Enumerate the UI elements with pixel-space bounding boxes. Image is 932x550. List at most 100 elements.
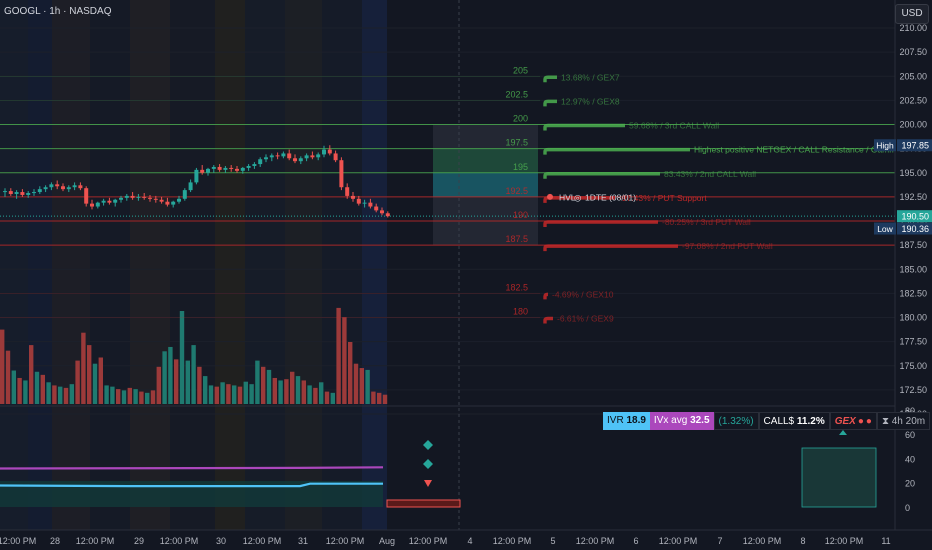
put-signal-box (386, 499, 461, 508)
candle-body-12 (72, 185, 77, 188)
candle-body-39 (229, 167, 234, 169)
volume-bar-13 (75, 360, 80, 404)
time-tick-label-19: 8 (800, 536, 805, 546)
title-separator-2: · (63, 6, 67, 17)
indicator-tick-label-3: 20 (905, 479, 915, 489)
gex-dot-icon-2: ● (865, 416, 872, 427)
gex-level-text-6: -80.25% / 3rd PUT Wall (662, 217, 751, 227)
indicator-tick-label-4: 0 (905, 503, 910, 513)
session-band-1 (28, 0, 52, 530)
volume-bar-52 (301, 380, 306, 404)
gex-strike-label-3: 197.5 (505, 138, 528, 148)
candle-body-11 (66, 187, 71, 190)
gex-bar-0 (543, 75, 557, 83)
time-tick-label-13: 5 (550, 536, 555, 546)
volume-bar-47 (272, 377, 277, 404)
time-tick-label-11: 4 (467, 536, 472, 546)
candle-body-28 (165, 201, 170, 205)
volume-bar-51 (295, 376, 301, 404)
volume-bar-23 (133, 389, 138, 404)
candle-body-0 (3, 191, 7, 193)
candle-body-43 (252, 164, 257, 166)
volume-bar-22 (127, 387, 132, 404)
volume-bar-15 (87, 345, 92, 404)
candle-body-29 (171, 201, 176, 205)
volume-bar-27 (156, 366, 161, 404)
title-separator: · (43, 6, 47, 17)
candle-body-30 (177, 198, 181, 202)
gex-strike-label-9: 180 (513, 307, 528, 317)
indicator-tick-label-0: 80 (905, 406, 915, 416)
session-band-4 (130, 0, 170, 530)
volume-bar-65 (377, 392, 382, 404)
volume-bar-28 (162, 351, 167, 404)
hvl-dot-icon (547, 193, 553, 200)
candle-body-38 (223, 167, 228, 170)
volume-bar-10 (58, 386, 63, 404)
volume-bar-26 (150, 390, 156, 404)
candle-body-36 (211, 166, 216, 169)
volume-bar-63 (365, 369, 370, 404)
volume-bar-48 (278, 380, 283, 404)
price-tick-label-4: 200.00 (899, 120, 927, 130)
candle-body-19 (113, 199, 118, 203)
gex-strike-label-7: 187.5 (505, 234, 528, 244)
candle-body-63 (368, 202, 373, 207)
gex-strike-label-5: 192.5 (505, 186, 528, 196)
session-band-2 (52, 0, 90, 530)
gex-level-text-1: 12.97% / GEX8 (561, 96, 620, 106)
gex-bar-2 (543, 123, 625, 131)
timer-badge: ⧗ 4h 20m (876, 412, 931, 430)
session-band-6 (215, 0, 245, 530)
candle-body-4 (26, 193, 31, 195)
candle-body-15 (90, 203, 94, 207)
price-tick-label-14: 175.00 (899, 361, 927, 371)
volume-bar-4 (23, 380, 28, 404)
volume-bar-64 (371, 391, 376, 404)
volume-bar-36 (208, 385, 214, 404)
time-tick-label-18: 12:00 PM (743, 536, 782, 546)
volume-bar-46 (266, 369, 272, 404)
volume-bar-31 (179, 311, 185, 404)
up-triangle-icon (839, 430, 847, 435)
currency-button[interactable]: USD (895, 4, 929, 24)
candle-body-53 (310, 155, 315, 158)
session-band-0 (0, 0, 28, 530)
gex-label: GEX (834, 416, 856, 427)
gex-bar-1 (543, 99, 557, 107)
volume-bar-34 (197, 366, 202, 404)
gex-bar-4 (543, 172, 660, 179)
gex-bar-7 (543, 244, 678, 252)
candle-body-42 (246, 165, 251, 168)
candle-body-25 (148, 197, 152, 199)
candle-body-54 (316, 154, 321, 158)
volume-bar-45 (261, 366, 266, 404)
volume-bar-20 (116, 389, 121, 404)
candle-body-64 (374, 206, 379, 211)
candle-body-13 (78, 185, 83, 189)
candle-body-7 (43, 187, 48, 190)
gex-strike-label-6: 190 (513, 210, 528, 220)
gex-level-text-9: -6.61% / GEX9 (557, 314, 614, 324)
candle-body-5 (32, 192, 36, 194)
candle-body-8 (49, 184, 54, 188)
candle-body-48 (281, 153, 286, 157)
volume-bar-19 (110, 386, 115, 404)
gex-level-text-5: -97.43% / PUT Support (619, 193, 707, 203)
volume-bar-66 (382, 394, 388, 404)
symbol-label: GOOGL (4, 6, 41, 17)
volume-bar-33 (191, 345, 196, 404)
time-tick-label-5: 30 (216, 536, 226, 546)
candle-body-47 (275, 155, 280, 157)
volume-bar-11 (63, 387, 69, 404)
candle-body-22 (130, 195, 135, 198)
ivx-value: 32.5 (690, 415, 710, 426)
session-band-9 (322, 0, 362, 530)
gex-strike-label-2: 200 (513, 114, 528, 124)
candle-body-40 (235, 168, 239, 171)
candle-body-20 (119, 197, 123, 200)
volume-bar-17 (98, 357, 103, 404)
hourglass-icon: ⧗ (881, 416, 889, 427)
time-tick-label-3: 29 (134, 536, 144, 546)
